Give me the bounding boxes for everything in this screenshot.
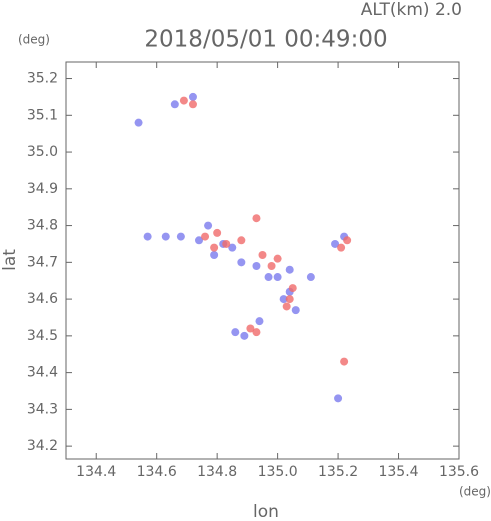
echo-point (267, 262, 276, 271)
echo-point (231, 328, 240, 337)
x-tick-label: 134.8 (197, 464, 237, 480)
echo-point (252, 262, 261, 271)
echo-point (134, 118, 143, 127)
y-unit: (deg) (18, 33, 50, 47)
echo-point (176, 232, 185, 241)
y-tick-label: 34.7 (27, 254, 58, 270)
echo-point (340, 357, 349, 366)
y-tick-label: 34.9 (27, 181, 58, 197)
echo-point (179, 96, 188, 105)
echo-point (188, 92, 197, 101)
echo-point (228, 243, 237, 252)
echo-point (279, 295, 288, 304)
y-tick-label: 34.3 (27, 401, 58, 417)
echo-point (334, 394, 343, 403)
echo-point (255, 317, 264, 326)
echo-point (337, 243, 346, 252)
echo-point (273, 273, 282, 282)
y-tick-label: 35.2 (27, 71, 58, 87)
x-tick-label: 134.6 (137, 464, 177, 480)
x-tick-label: 134.4 (76, 464, 116, 480)
echo-point (240, 331, 249, 340)
echo-point (210, 250, 219, 259)
echo-point (143, 232, 152, 241)
subtitle: ALT(km) 2.0 (361, 0, 462, 20)
x-tick-label: 135.0 (258, 464, 298, 480)
x-tick-label: 135.2 (318, 464, 358, 480)
y-tick-label: 35.0 (27, 144, 58, 160)
y-label: lat (0, 249, 20, 271)
x-unit: (deg) (459, 485, 491, 499)
echo-point (188, 100, 197, 109)
plot-frame (65, 61, 460, 460)
echo-point (282, 302, 291, 311)
echo-point (273, 254, 282, 263)
y-tick-label: 34.2 (27, 438, 58, 454)
x-label: lon (253, 502, 279, 521)
echo-point (285, 295, 294, 304)
x-tick-label: 135.4 (378, 464, 418, 480)
echo-point (161, 232, 170, 241)
echo-point (288, 284, 297, 293)
echo-point (237, 258, 246, 267)
echo-point (210, 243, 219, 252)
y-tick-label: 34.6 (27, 291, 58, 307)
echo-point (264, 273, 273, 282)
y-tick-label: 34.4 (27, 365, 58, 381)
echo-point (222, 239, 231, 248)
y-tick-label: 34.5 (27, 328, 58, 344)
echo-point (170, 100, 179, 109)
echo-point (246, 324, 255, 333)
y-tick-label: 34.8 (27, 218, 58, 234)
echo-point (343, 236, 352, 245)
echo-point (213, 228, 222, 237)
chart-title: 2018/05/01 00:49:00 (144, 27, 387, 53)
echo-point (237, 236, 246, 245)
echo-point (291, 306, 300, 315)
echo-point (195, 236, 204, 245)
x-tick-label: 135.6 (439, 464, 479, 480)
echo-point (306, 273, 315, 282)
echo-point (252, 328, 261, 337)
echo-point (285, 265, 294, 274)
echo-point (201, 232, 210, 241)
y-tick-label: 35.1 (27, 107, 58, 123)
echo-point (252, 214, 261, 223)
echo-point (204, 221, 213, 230)
echo-point (331, 239, 340, 248)
echo-point (258, 250, 267, 259)
